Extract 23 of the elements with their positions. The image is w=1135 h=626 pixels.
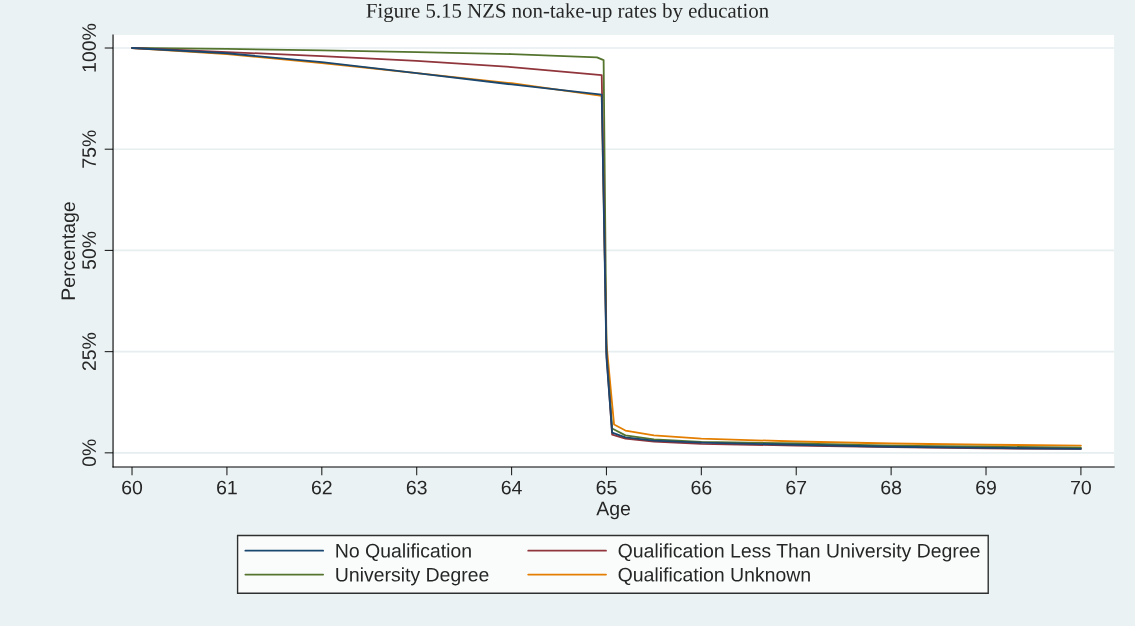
y-tick-label: 100% — [82, 23, 97, 72]
x-tick-label: 62 — [311, 480, 332, 495]
x-tick-label: 67 — [786, 480, 807, 495]
x-tick-label: 60 — [122, 480, 143, 495]
y-tick-label: 75% — [82, 130, 97, 168]
legend-label: Qualification Less Than University Degree — [618, 543, 980, 562]
y-axis-title: Percentage — [61, 202, 79, 300]
x-tick-label: 70 — [1071, 480, 1091, 495]
y-tick-label: 0% — [82, 439, 97, 467]
chart-title: Figure 5.15 NZS non-take-up rates by education — [366, 3, 769, 23]
x-tick-label: 63 — [406, 480, 427, 495]
x-tick-label: 61 — [217, 480, 237, 495]
legend-label: University Degree — [336, 567, 489, 586]
x-tick-label: 69 — [976, 480, 996, 495]
x-tick-label: 64 — [501, 480, 522, 495]
x-tick-label: 68 — [881, 480, 902, 495]
y-tick-label: 50% — [82, 231, 97, 270]
x-tick-label: 65 — [596, 480, 617, 495]
legend-label: Qualification Unknown — [618, 567, 810, 586]
y-tick-label: 25% — [82, 332, 97, 371]
legend-label: No Qualification — [336, 543, 471, 562]
x-tick-label: 66 — [691, 480, 712, 495]
x-axis-title: Age — [596, 501, 631, 520]
